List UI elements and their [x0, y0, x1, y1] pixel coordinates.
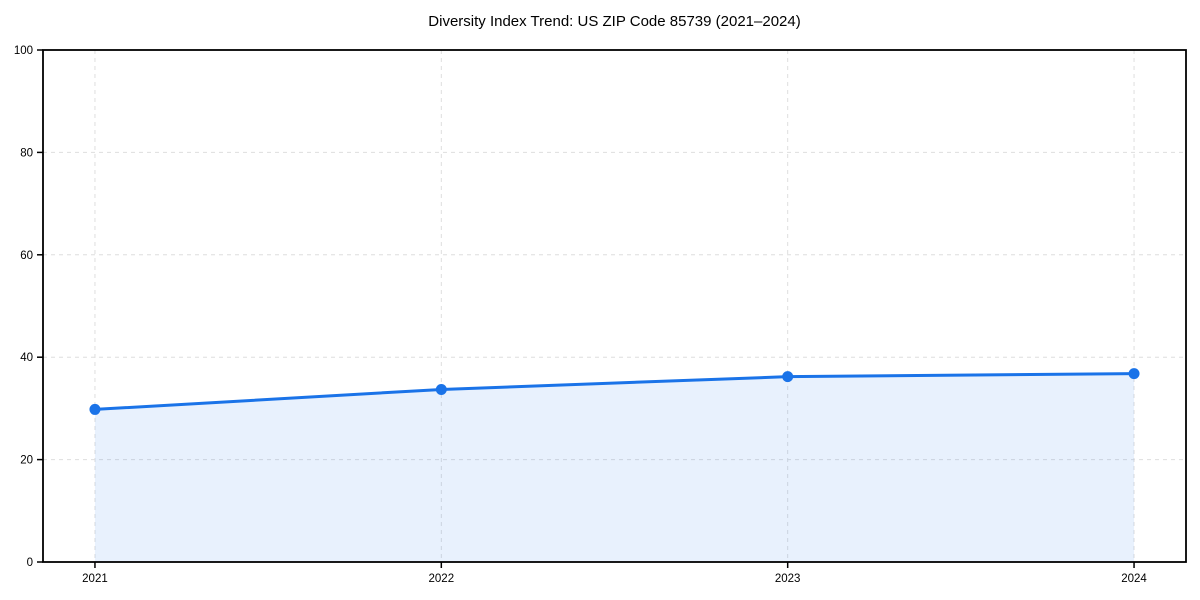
y-axis-tick-label: 40 [20, 352, 33, 364]
y-axis-tick-label: 20 [20, 455, 33, 467]
area-fill [94, 373, 1135, 562]
y-axis-tick-label: 0 [27, 557, 33, 569]
x-axis-tick-label: 2021 [82, 573, 108, 585]
data-point-2021 [89, 403, 101, 415]
x-axis-tick-label: 2023 [775, 573, 801, 585]
trend-line [93, 372, 1136, 411]
y-axis-tick-label: 80 [20, 147, 33, 159]
x-axis-tick-label: 2024 [1121, 573, 1147, 585]
data-point-2023 [782, 371, 794, 383]
plot-border [42, 49, 1187, 563]
y-axis-tick-label: 60 [20, 250, 33, 262]
x-axis-tick-label: 2022 [429, 573, 455, 585]
chart-title: Diversity Index Trend: US ZIP Code 85739… [428, 13, 801, 30]
data-point-2024 [1128, 368, 1140, 380]
y-axis-tick-label: 100 [14, 45, 33, 57]
data-point-2022 [435, 383, 447, 395]
